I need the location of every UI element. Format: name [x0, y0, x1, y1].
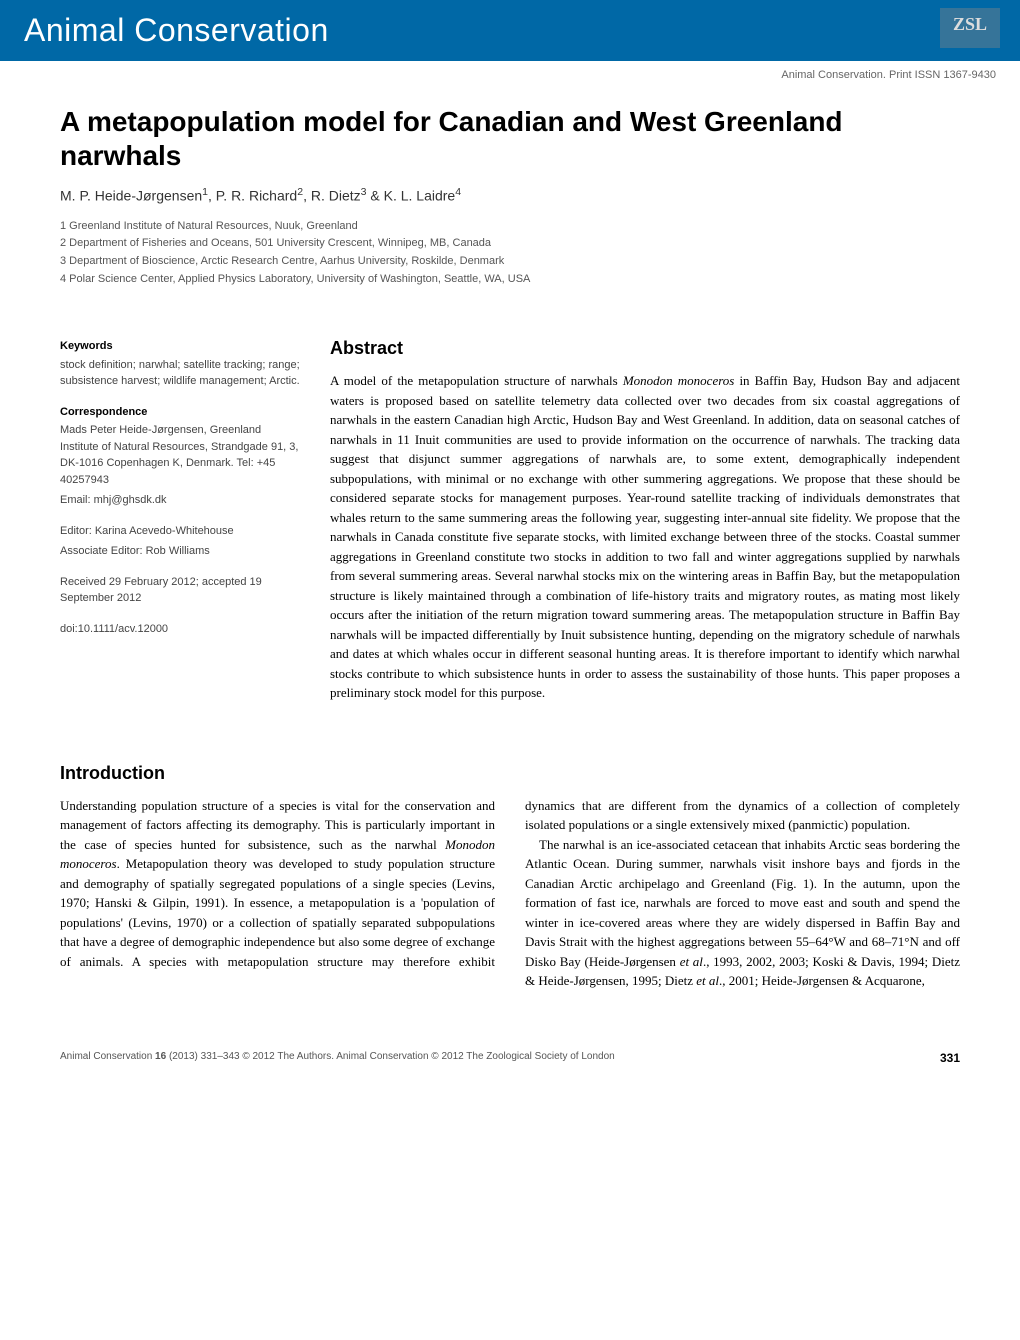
abstract-column: Abstract A model of the metapopulation s… — [330, 338, 960, 703]
affiliations: 1 Greenland Institute of Natural Resourc… — [60, 218, 960, 288]
page-footer: Animal Conservation 16 (2013) 331–343 © … — [0, 1021, 1020, 1085]
keywords-text: stock definition; narwhal; satellite tra… — [60, 357, 300, 390]
page-number: 331 — [940, 1051, 960, 1065]
article-title: A metapopulation model for Canadian and … — [60, 105, 960, 172]
affiliation-3: 3 Department of Bioscience, Arctic Resea… — [60, 253, 960, 271]
abstract-heading: Abstract — [330, 338, 960, 359]
keywords-heading: Keywords — [60, 338, 300, 355]
footer-citation: Animal Conservation 16 (2013) 331–343 © … — [60, 1051, 615, 1065]
abstract-text: A model of the metapopulation structure … — [330, 371, 960, 703]
affiliation-2: 2 Department of Fisheries and Oceans, 50… — [60, 235, 960, 253]
article-sidebar: Keywords stock definition; narwhal; sate… — [60, 338, 300, 703]
affiliation-4: 4 Polar Science Center, Applied Physics … — [60, 271, 960, 289]
zsl-logo-icon: ZSL — [940, 8, 1000, 48]
journal-banner: Animal Conservation ZSL — [0, 0, 1020, 61]
abstract-row: Keywords stock definition; narwhal; sate… — [60, 338, 960, 703]
issn-line: Animal Conservation. Print ISSN 1367-943… — [0, 61, 1020, 85]
correspondence-email: Email: mhj@ghsdk.dk — [60, 492, 300, 509]
introduction-section: Introduction Understanding population st… — [60, 763, 960, 991]
assoc-editor-line: Associate Editor: Rob Williams — [60, 543, 300, 560]
correspondence-text: Mads Peter Heide-Jørgensen, Greenland In… — [60, 422, 300, 488]
authors: M. P. Heide-Jørgensen1, P. R. Richard2, … — [60, 186, 960, 204]
affiliation-1: 1 Greenland Institute of Natural Resourc… — [60, 218, 960, 236]
introduction-heading: Introduction — [60, 763, 960, 784]
introduction-body: Understanding population structure of a … — [60, 796, 960, 991]
correspondence-heading: Correspondence — [60, 404, 300, 421]
received-line: Received 29 February 2012; accepted 19 S… — [60, 574, 300, 607]
journal-name: Animal Conservation — [24, 12, 329, 48]
doi-line: doi:10.1111/acv.12000 — [60, 621, 300, 638]
editor-line: Editor: Karina Acevedo-Whitehouse — [60, 523, 300, 540]
svg-text:ZSL: ZSL — [953, 14, 987, 34]
intro-p3: The narwhal is an ice-associated cetacea… — [525, 835, 960, 991]
main-content: A metapopulation model for Canadian and … — [0, 85, 1020, 1021]
